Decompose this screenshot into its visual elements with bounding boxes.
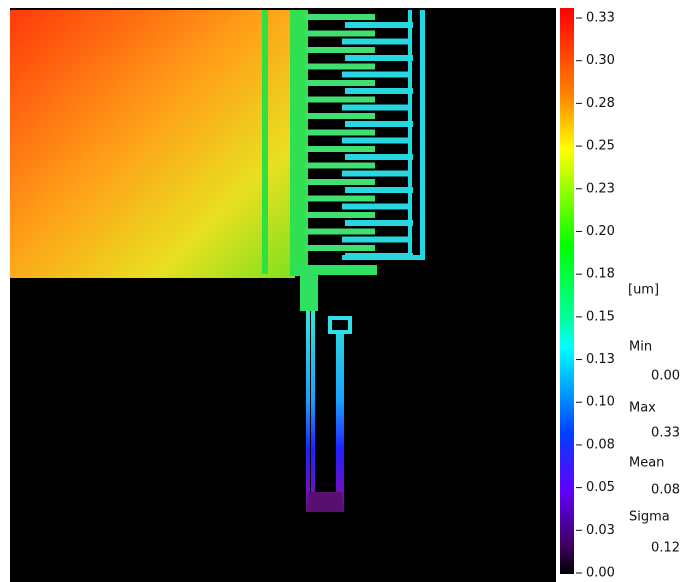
finger-left xyxy=(305,195,375,202)
stat-value: 0.08 xyxy=(651,483,680,498)
finger-right xyxy=(345,154,413,160)
strip xyxy=(262,10,268,274)
tick-label: 0.20 xyxy=(586,224,615,239)
stat-label: Sigma xyxy=(629,510,670,525)
anchor xyxy=(300,275,318,311)
finger-left xyxy=(305,129,375,136)
finger-right xyxy=(342,170,410,177)
finger-right xyxy=(342,71,410,78)
tick-label: 0.13 xyxy=(586,352,615,367)
finger-left xyxy=(305,146,375,152)
comb-spine xyxy=(290,10,308,276)
finger-left xyxy=(305,30,375,37)
comb-fingers xyxy=(305,14,413,259)
finger-right xyxy=(342,236,410,243)
finger-right xyxy=(342,104,410,111)
tick-label: 0.33 xyxy=(586,11,615,26)
finger-left xyxy=(305,47,375,53)
stat-value: 0.00 xyxy=(651,369,680,384)
stat-label: Min xyxy=(629,340,652,355)
plate xyxy=(10,10,295,278)
tick-label: 0.23 xyxy=(586,181,615,196)
finger-left xyxy=(305,14,375,20)
tick-label: 0.28 xyxy=(586,96,615,111)
finger-left xyxy=(305,80,375,86)
finger-right xyxy=(345,121,413,127)
stat-value: 0.33 xyxy=(651,426,680,441)
finger-right xyxy=(345,220,413,226)
finger-left xyxy=(305,179,375,185)
finger-right xyxy=(345,55,413,61)
tick-label: 0.05 xyxy=(586,480,615,495)
unit-label: [um] xyxy=(628,283,659,298)
beam-end xyxy=(309,492,342,512)
stat-label: Max xyxy=(629,401,656,416)
finger-left xyxy=(305,162,375,169)
stat-label: Mean xyxy=(629,456,664,471)
tick-label: 0.03 xyxy=(586,523,615,538)
colorbar-ticks: 0.33 0.30 0.28 0.25 0.23 0.20 0.18 0.15 0.13 0.10… xyxy=(576,11,615,581)
tick-label: 0.15 xyxy=(586,309,615,324)
frame-outer xyxy=(420,10,425,260)
frame-inner xyxy=(408,10,412,258)
finger-left xyxy=(305,212,375,218)
finger-left xyxy=(305,63,375,70)
tick-label: 0.10 xyxy=(586,395,615,410)
finger-right xyxy=(342,137,410,144)
finger-right xyxy=(345,22,413,28)
finger-right xyxy=(345,253,413,259)
tick-label: 0.30 xyxy=(586,53,615,68)
tick-label: 0.00 xyxy=(586,566,615,581)
finger-left xyxy=(305,96,375,103)
finger-left xyxy=(305,113,375,119)
stats: Min 0.00 Max 0.33 Mean 0.08 Sigma 0.12 xyxy=(629,340,680,556)
pad xyxy=(328,316,352,334)
finger-right xyxy=(345,187,413,193)
tick-label: 0.08 xyxy=(586,437,615,452)
finger-left xyxy=(305,245,375,251)
finger-right xyxy=(345,88,413,94)
finger-right xyxy=(342,203,410,210)
finger-left xyxy=(305,228,375,235)
tick-label: 0.18 xyxy=(586,267,615,282)
stat-value: 0.12 xyxy=(651,541,680,556)
comb-base xyxy=(295,265,377,275)
finger-right xyxy=(342,38,410,45)
colorbar xyxy=(560,8,574,574)
tick-label: 0.25 xyxy=(586,139,615,154)
